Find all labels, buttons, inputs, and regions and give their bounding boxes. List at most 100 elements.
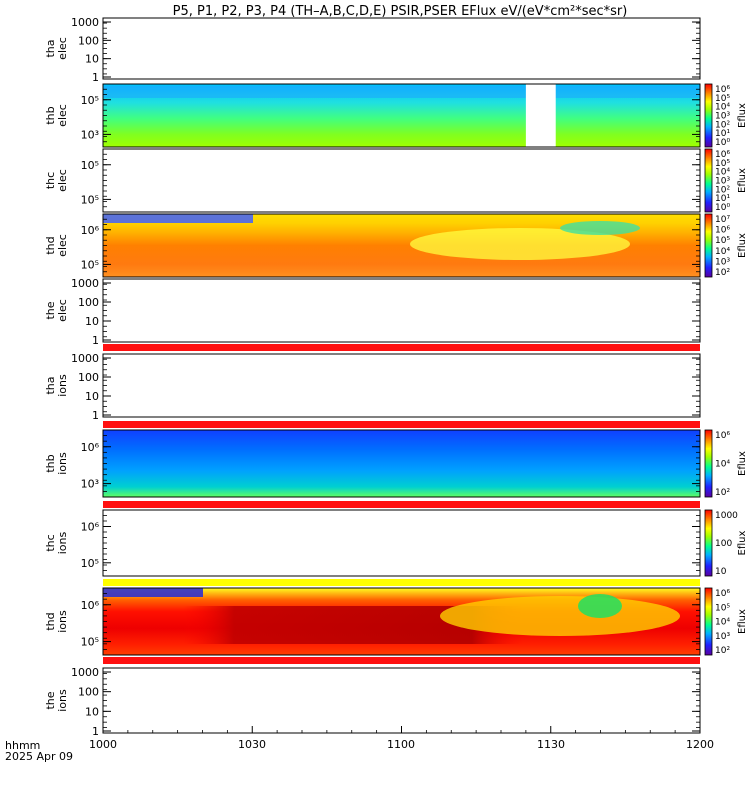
fill-band — [103, 344, 700, 351]
y-tick-label: 1 — [92, 409, 99, 422]
y-axis-label: theelec — [44, 299, 69, 322]
y-tick-label: 100 — [78, 34, 99, 47]
colorbar-tick-label: 10⁵ — [715, 603, 730, 613]
y-axis-label: thcelec — [44, 169, 69, 192]
spectrogram-feature — [410, 228, 630, 260]
colorbar-tick-label: 10¹ — [715, 194, 730, 204]
colorbar: 1000 100 10 Eflux — [704, 509, 748, 577]
spectrogram-feature — [578, 594, 622, 618]
panel-frame — [102, 353, 701, 418]
panel-thd-ions: 10⁶ 10⁵ thdions 10⁶ 10⁵ 10⁴ 10³ 10² Eflux — [44, 579, 748, 664]
colorbar-tick-label: 10⁶ — [715, 226, 730, 236]
fill-band — [103, 501, 700, 508]
colorbar-label: Eflux — [737, 530, 748, 555]
spectrogram-feature — [440, 596, 680, 636]
spectrogram-feature — [103, 588, 203, 597]
figure-title: P5, P1, P2, P3, P4 (TH–A,B,C,D,E) PSIR,P… — [173, 4, 628, 19]
panel-frame — [102, 17, 701, 80]
time-tick-label: 1130 — [537, 738, 565, 751]
colorbar-tick-label: 10⁵ — [715, 94, 730, 104]
colorbar-tick-label: 10⁰ — [715, 138, 730, 148]
colorbar-label: Eflux — [737, 233, 748, 258]
colorbar: 10⁶ 10⁵ 10⁴ 10³ 10² Eflux — [704, 587, 748, 656]
colorbar: 10⁶ 10⁴ 10² Eflux — [704, 429, 748, 498]
panel-the-ions: 1000 100 10 1 theions — [44, 666, 701, 738]
colorbar-tick-label: 100 — [715, 539, 732, 549]
colorbar-tick-label: 10³ — [715, 177, 730, 187]
spectrogram-image — [103, 430, 700, 497]
time-axis: 1000 1030 1100 1130 1200 hhmm 2025 Apr 0… — [5, 738, 714, 763]
colorbar-tick-label: 10⁷ — [715, 215, 730, 225]
y-tick-label: 100 — [78, 371, 99, 384]
panel-frame — [102, 148, 701, 213]
y-axis-label: thbelec — [44, 104, 69, 127]
y-tick-label: 100 — [78, 296, 99, 309]
y-tick-label: 1000 — [71, 277, 99, 290]
spectrogram-feature — [103, 86, 700, 98]
time-units-label: hhmm — [5, 739, 40, 752]
date-label: 2025 Apr 09 — [5, 750, 73, 763]
y-tick-label: 10 — [85, 53, 99, 66]
y-tick-label: 100 — [78, 686, 99, 699]
colorbar-tick-label: 10⁵ — [715, 236, 730, 246]
y-tick-label: 10⁵ — [81, 94, 99, 107]
y-tick-label: 10⁶ — [81, 224, 100, 237]
colorbar-tick-label: 10⁴ — [715, 247, 730, 257]
y-tick-label: 1 — [92, 725, 99, 738]
colorbar-tick-label: 10⁴ — [715, 618, 730, 628]
colorbar-tick-label: 10⁶ — [715, 85, 730, 95]
colorbar-tick-label: 10⁰ — [715, 203, 730, 213]
y-tick-label: 10³ — [81, 128, 99, 141]
colorbar-tick-label: 10² — [715, 268, 730, 278]
y-tick-label: 10⁵ — [81, 258, 99, 271]
panel-the-elec: 1000 100 10 1 theelec — [44, 277, 701, 351]
colorbar-tick-label: 10⁶ — [715, 150, 730, 160]
colorbar-label: Eflux — [737, 168, 748, 193]
colorbar-label: Eflux — [737, 609, 748, 634]
spectrogram-feature — [103, 214, 253, 223]
y-axis-label: thbions — [44, 452, 69, 475]
y-tick-label: 1000 — [71, 16, 99, 29]
y-tick-label: 10⁵ — [81, 557, 99, 570]
y-axis-label: theions — [44, 689, 69, 712]
panel-tha-elec: 1000 100 10 1 thaelec — [44, 16, 701, 84]
colorbar-scale — [704, 587, 713, 656]
data-gap — [525, 84, 556, 147]
panel-thc-ions: 10⁶ 10⁵ thcions 1000 100 10 Eflux — [44, 509, 748, 577]
y-axis-label: thaions — [44, 374, 69, 397]
time-tick-label: 1030 — [238, 738, 266, 751]
colorbar-tick-label: 10 — [715, 567, 727, 577]
y-axis-label: thdions — [44, 610, 69, 633]
colorbar-tick-label: 10² — [715, 646, 730, 656]
y-tick-label: 10 — [85, 315, 99, 328]
colorbar-label: Eflux — [737, 451, 748, 476]
panel-frame — [102, 667, 701, 734]
y-axis-label: thaelec — [44, 37, 69, 60]
colorbar-scale — [704, 213, 713, 278]
colorbar-tick-label: 10⁴ — [715, 103, 730, 113]
y-tick-label: 10⁶ — [81, 599, 100, 612]
colorbar-tick-label: 10³ — [715, 112, 730, 122]
colorbar-tick-label: 10² — [715, 488, 730, 498]
colorbar-tick-label: 10³ — [715, 632, 730, 642]
y-tick-label: 10⁵ — [81, 159, 99, 172]
y-tick-label: 10⁶ — [81, 441, 100, 454]
panel-frame — [102, 278, 701, 343]
panel-tha-ions: 1000 100 10 1 thaions — [44, 352, 701, 428]
y-tick-label: 10⁵ — [81, 636, 99, 649]
y-tick-label: 10⁵ — [81, 193, 99, 206]
spectrogram-panels: 1000100101thaelec10⁵10³thbelec10⁶10⁵10⁴1… — [44, 16, 748, 738]
colorbar-scale — [704, 509, 713, 577]
y-tick-label: 10 — [85, 390, 99, 403]
y-tick-label: 10 — [85, 705, 99, 718]
colorbar-tick-label: 10¹ — [715, 129, 730, 139]
x-axis-ticks — [102, 726, 701, 733]
colorbar-label: Eflux — [737, 103, 748, 128]
colorbar-tick-label: 10⁴ — [715, 168, 730, 178]
y-axis-label: thcions — [44, 531, 69, 554]
colorbar-tick-label: 10⁶ — [715, 431, 730, 441]
